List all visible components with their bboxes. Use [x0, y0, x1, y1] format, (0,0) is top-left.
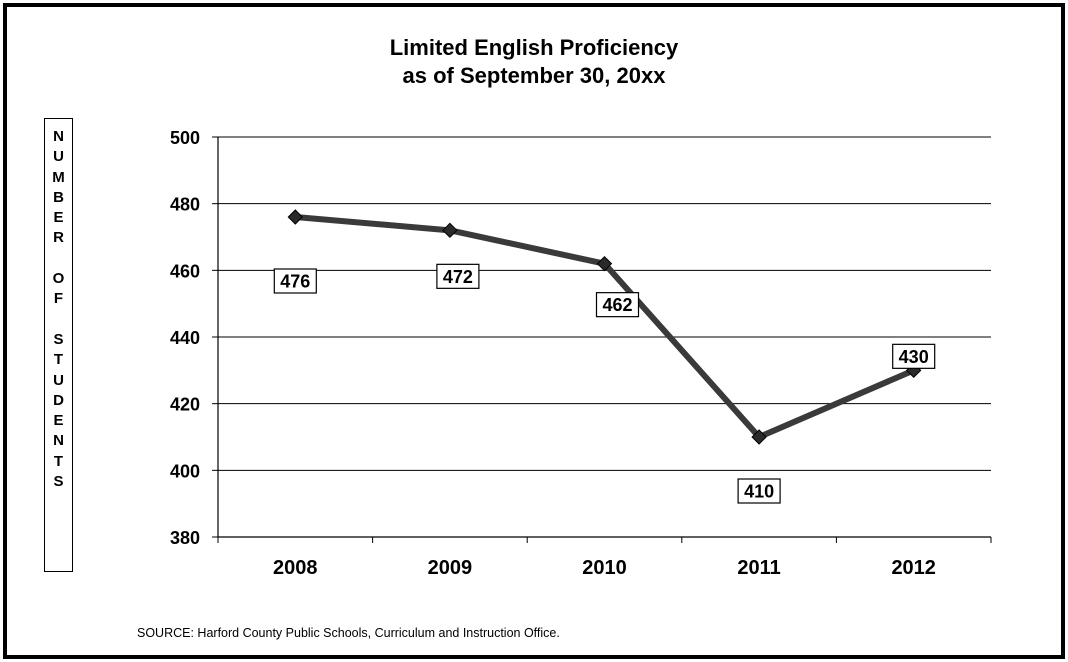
- y-tick-label: 440: [170, 328, 200, 348]
- data-point-marker: [442, 222, 458, 239]
- y-axis-label-letter: E: [53, 209, 64, 227]
- data-label-box: [737, 478, 781, 504]
- data-point-marker: [596, 255, 613, 272]
- y-axis-label-letter: U: [53, 371, 64, 389]
- x-tick-label: 2010: [582, 557, 627, 579]
- y-axis-label-letter: O: [52, 270, 65, 288]
- source-note: SOURCE: Harford County Public Schools, C…: [137, 626, 560, 640]
- y-axis-label-letter: M: [52, 168, 65, 186]
- data-label: 430: [899, 347, 929, 367]
- y-axis-label-letter: S: [53, 330, 64, 348]
- data-label: 462: [602, 295, 632, 315]
- chart-frame: [3, 3, 1065, 659]
- data-point-marker: [287, 209, 304, 225]
- y-tick-label: 380: [170, 528, 200, 548]
- y-tick-label: 420: [170, 395, 200, 415]
- x-tick-label: 2008: [273, 557, 318, 579]
- y-tick-label: 480: [170, 195, 200, 215]
- y-axis-label-letter: F: [53, 290, 64, 308]
- data-label-box: [436, 263, 480, 289]
- x-tick-label: 2012: [891, 557, 936, 579]
- y-tick-label: 500: [170, 128, 200, 148]
- x-tick-label: 2011: [737, 557, 780, 579]
- chart-title-line-1: Limited English Proficiency: [389, 35, 679, 60]
- y-axis-label-letter: E: [53, 412, 64, 430]
- y-axis-label-letter: R: [53, 229, 64, 247]
- y-axis-label-letter: N: [53, 432, 64, 450]
- y-axis-label-letter: N: [53, 128, 64, 145]
- data-label: 476: [280, 272, 310, 292]
- data-label: 410: [744, 482, 774, 502]
- data-label-box: [892, 343, 936, 369]
- data-label: 472: [443, 267, 473, 287]
- data-label-box: [273, 268, 317, 294]
- x-tick-label: 2009: [428, 557, 473, 579]
- y-tick-label: 400: [170, 461, 200, 481]
- chart-title-line-2: as of September 30, 20xx: [402, 63, 666, 88]
- chart-title: Limited English Proficiency as of Septem…: [0, 34, 1068, 90]
- y-axis-label-letter: D: [53, 391, 64, 409]
- y-tick-label: 460: [170, 261, 200, 281]
- data-point-marker: [751, 429, 767, 445]
- data-label-box: [595, 292, 640, 318]
- y-axis-label-letter: T: [53, 452, 64, 470]
- y-axis-label-letter: U: [53, 148, 64, 166]
- y-axis-label-letter: T: [53, 351, 64, 369]
- y-axis-label-letter: S: [53, 473, 64, 491]
- y-axis-label-letter: B: [53, 188, 64, 206]
